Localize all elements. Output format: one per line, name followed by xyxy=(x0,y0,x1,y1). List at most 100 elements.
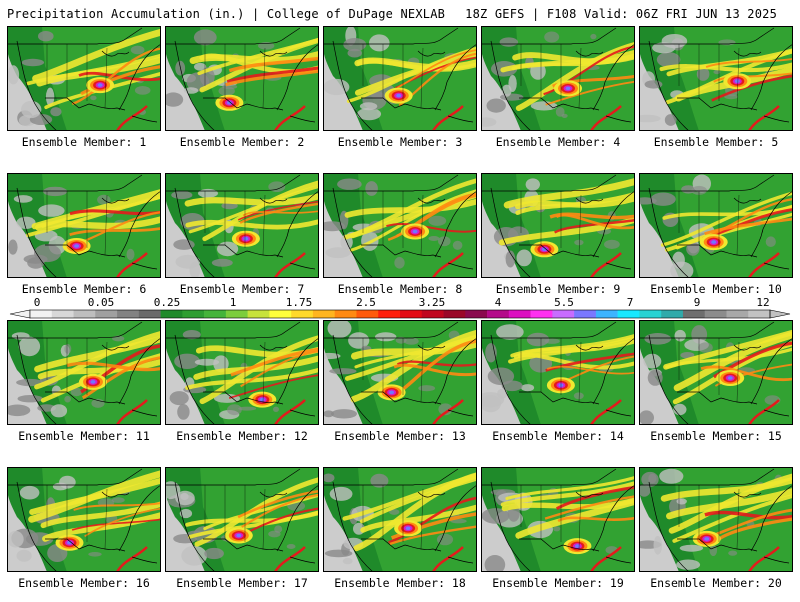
precip-map xyxy=(323,467,477,572)
colorbar-segment xyxy=(682,310,705,318)
colorbar-segment xyxy=(378,310,401,318)
colorbar-segment xyxy=(400,310,423,318)
ensemble-member-panel[interactable]: Ensemble Member: 7 xyxy=(165,173,319,308)
colorbar-segment xyxy=(704,310,727,318)
precip-map xyxy=(323,173,477,278)
colorbar-tick-label: 9 xyxy=(693,296,701,309)
ensemble-member-panel[interactable]: Ensemble Member: 17 xyxy=(165,467,319,602)
product-title: Precipitation Accumulation (in.) | Colle… xyxy=(7,7,446,21)
ensemble-member-panel[interactable]: Ensemble Member: 8 xyxy=(323,173,477,308)
ensemble-member-label: Ensemble Member: 5 xyxy=(653,135,779,149)
ensemble-member-label: Ensemble Member: 14 xyxy=(492,429,624,443)
ensemble-member-panel[interactable]: Ensemble Member: 12 xyxy=(165,320,319,455)
precip-map xyxy=(323,26,477,131)
ensemble-member-label: Ensemble Member: 15 xyxy=(650,429,782,443)
precip-map xyxy=(639,173,793,278)
colorbar-tick-label: 2.5 xyxy=(356,296,376,309)
ensemble-member-panel[interactable]: Ensemble Member: 13 xyxy=(323,320,477,455)
ensemble-member-panel[interactable]: Ensemble Member: 11 xyxy=(7,320,161,455)
ensemble-member-label: Ensemble Member: 6 xyxy=(21,282,147,296)
precip-map xyxy=(7,26,161,131)
colorbar-min-arrow xyxy=(9,309,31,319)
colorbar-tick-label: 5.5 xyxy=(554,296,574,309)
precip-map xyxy=(481,173,635,278)
ensemble-member-panel[interactable]: Ensemble Member: 4 xyxy=(481,26,635,161)
colorbar-segment xyxy=(291,310,314,318)
colorbar-segment xyxy=(639,310,662,318)
colorbar-segment xyxy=(443,310,466,318)
precip-map xyxy=(323,320,477,425)
colorbar-tick-label: 0 xyxy=(33,296,41,309)
ensemble-member-label: Ensemble Member: 11 xyxy=(18,429,150,443)
colorbar-segment xyxy=(225,310,248,318)
colorbar-tick-label: 0.05 xyxy=(87,296,115,309)
ensemble-member-label: Ensemble Member: 1 xyxy=(21,135,147,149)
precip-colorbar: 0 0.05 0.25 1 1.75 2.5 3.25 4 5.5 7 9 12 xyxy=(0,296,800,320)
colorbar-tick-label: 1 xyxy=(229,296,237,309)
colorbar-max-arrow xyxy=(769,309,791,319)
ensemble-member-panel[interactable]: Ensemble Member: 1 xyxy=(7,26,161,161)
ensemble-member-label: Ensemble Member: 2 xyxy=(179,135,305,149)
ensemble-member-label: Ensemble Member: 18 xyxy=(334,576,466,590)
colorbar-segment xyxy=(661,310,684,318)
colorbar-segment xyxy=(421,310,444,318)
ensemble-member-label: Ensemble Member: 10 xyxy=(650,282,782,296)
ensemble-member-panel[interactable]: Ensemble Member: 18 xyxy=(323,467,477,602)
ensemble-member-label: Ensemble Member: 13 xyxy=(334,429,466,443)
colorbar-segment xyxy=(312,310,335,318)
colorbar-segment xyxy=(595,310,618,318)
ensemble-member-panel[interactable]: Ensemble Member: 9 xyxy=(481,173,635,308)
ensemble-member-panel[interactable]: Ensemble Member: 14 xyxy=(481,320,635,455)
colorbar-segment xyxy=(617,310,640,318)
colorbar-segment xyxy=(30,310,53,318)
ensemble-member-panel[interactable]: Ensemble Member: 10 xyxy=(639,173,793,308)
colorbar-tick-label: 4 xyxy=(494,296,502,309)
ensemble-member-panel[interactable]: Ensemble Member: 5 xyxy=(639,26,793,161)
ensemble-member-label: Ensemble Member: 7 xyxy=(179,282,305,296)
colorbar-segment xyxy=(530,310,553,318)
colorbar-segment xyxy=(247,310,270,318)
colorbar-strip xyxy=(9,309,791,319)
colorbar-segment xyxy=(204,310,227,318)
colorbar-segment xyxy=(51,310,74,318)
ensemble-member-label: Ensemble Member: 4 xyxy=(495,135,621,149)
colorbar-tick-label: 0.25 xyxy=(153,296,181,309)
colorbar-segment xyxy=(465,310,488,318)
precip-map xyxy=(165,467,319,572)
colorbar-segment xyxy=(160,310,183,318)
ensemble-member-label: Ensemble Member: 12 xyxy=(176,429,308,443)
colorbar-segment xyxy=(73,310,96,318)
precip-map xyxy=(639,467,793,572)
ensemble-member-panel[interactable]: Ensemble Member: 15 xyxy=(639,320,793,455)
ensemble-member-label: Ensemble Member: 19 xyxy=(492,576,624,590)
ensemble-member-panel[interactable]: Ensemble Member: 2 xyxy=(165,26,319,161)
ensemble-member-label: Ensemble Member: 8 xyxy=(337,282,463,296)
colorbar-segment xyxy=(117,310,140,318)
colorbar-segment xyxy=(95,310,118,318)
colorbar-tick-label: 12 xyxy=(756,296,770,309)
precip-map xyxy=(165,26,319,131)
colorbar-segment xyxy=(508,310,531,318)
ensemble-member-panel[interactable]: Ensemble Member: 16 xyxy=(7,467,161,602)
header: Precipitation Accumulation (in.) | Colle… xyxy=(0,0,800,24)
colorbar-segment xyxy=(356,310,379,318)
colorbar-tick-label: 7 xyxy=(626,296,634,309)
colorbar-segment xyxy=(138,310,161,318)
precip-map xyxy=(7,320,161,425)
precip-map xyxy=(165,320,319,425)
ensemble-member-label: Ensemble Member: 3 xyxy=(337,135,463,149)
precip-map xyxy=(481,26,635,131)
ensemble-member-panel[interactable]: Ensemble Member: 19 xyxy=(481,467,635,602)
colorbar-tick-label: 3.25 xyxy=(418,296,446,309)
colorbar-segment xyxy=(748,310,771,318)
ensemble-member-panel[interactable]: Ensemble Member: 6 xyxy=(7,173,161,308)
colorbar-segment xyxy=(334,310,357,318)
ensemble-member-panel[interactable]: Ensemble Member: 3 xyxy=(323,26,477,161)
ensemble-member-label: Ensemble Member: 20 xyxy=(650,576,782,590)
precip-map xyxy=(165,173,319,278)
precip-map xyxy=(481,467,635,572)
colorbar-segment xyxy=(487,310,510,318)
precip-map xyxy=(639,26,793,131)
colorbar-segment xyxy=(552,310,575,318)
ensemble-member-panel[interactable]: Ensemble Member: 20 xyxy=(639,467,793,602)
